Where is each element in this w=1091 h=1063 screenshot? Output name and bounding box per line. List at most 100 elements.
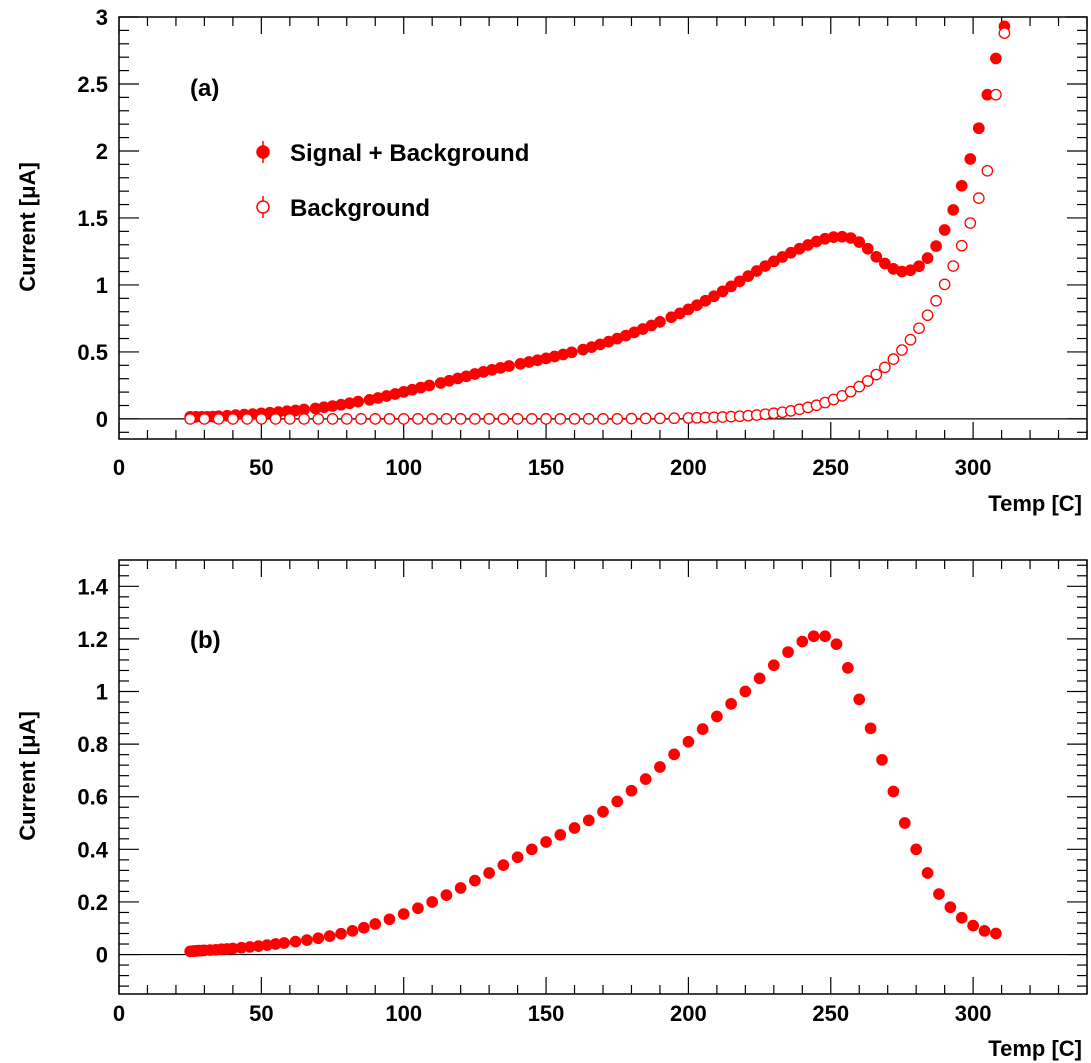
background-point bbox=[904, 333, 917, 346]
background-point bbox=[540, 413, 552, 425]
y-tick-label: 0.6 bbox=[77, 785, 108, 810]
background-point bbox=[568, 413, 581, 425]
x-tick-label: 50 bbox=[249, 1001, 273, 1026]
signal-point bbox=[639, 773, 652, 785]
signal-point bbox=[582, 814, 595, 827]
y-tick-label: 1.4 bbox=[77, 574, 108, 599]
background-point bbox=[870, 368, 883, 381]
signal-point bbox=[469, 874, 481, 887]
legend-a: Signal + Background Background bbox=[256, 140, 529, 222]
background-point bbox=[227, 413, 239, 425]
signal-point bbox=[841, 661, 854, 674]
background-point bbox=[412, 413, 424, 425]
signal-point bbox=[654, 316, 666, 328]
data-markers-a bbox=[184, 20, 1011, 425]
y-tick-label: 0.8 bbox=[77, 732, 108, 757]
signal-point bbox=[454, 882, 467, 894]
signal-point bbox=[990, 52, 1002, 65]
signal-point bbox=[301, 934, 313, 946]
background-point bbox=[312, 413, 325, 425]
background-point bbox=[625, 412, 638, 425]
background-point bbox=[844, 385, 857, 398]
y-axis-label-b: Current [μA] bbox=[15, 711, 40, 841]
background-point bbox=[397, 413, 410, 425]
y-tick-label: 2 bbox=[96, 139, 108, 164]
x-tick-label: 200 bbox=[670, 1001, 707, 1026]
x-tick-label: 250 bbox=[812, 455, 849, 480]
panel-label-a: (a) bbox=[190, 75, 219, 102]
background-point bbox=[454, 413, 467, 425]
signal-point bbox=[944, 901, 957, 914]
signal-point bbox=[972, 122, 985, 135]
signal-point bbox=[864, 722, 877, 735]
signal-point bbox=[733, 275, 746, 288]
axis-ticks-a bbox=[118, 16, 1088, 439]
background-point bbox=[326, 413, 339, 425]
y-tick-label: 0 bbox=[96, 943, 108, 968]
background-point bbox=[383, 413, 396, 425]
signal-point bbox=[830, 638, 843, 651]
signal-point bbox=[711, 710, 723, 723]
background-point bbox=[483, 413, 495, 425]
y-tick-label: 0.4 bbox=[77, 837, 108, 862]
y-tick-label: 1.5 bbox=[77, 206, 108, 231]
signal-point bbox=[964, 153, 977, 165]
signal-point bbox=[352, 395, 365, 408]
background-point bbox=[964, 217, 977, 229]
signal-point bbox=[739, 685, 752, 698]
background-point bbox=[255, 413, 268, 425]
background-point bbox=[582, 413, 595, 425]
background-point bbox=[972, 192, 985, 204]
legend-label-signal-background: Signal + Background bbox=[290, 140, 529, 167]
signal-point bbox=[716, 285, 729, 298]
background-point bbox=[426, 413, 439, 425]
x-tick-label: 150 bbox=[528, 455, 565, 480]
signal-point bbox=[938, 224, 951, 236]
signal-point bbox=[861, 242, 874, 255]
panel-a: 0 50 100 150 200 250 300 0 0.5 1 1.5 2 2.5 3 (a) Curr… bbox=[15, 5, 1088, 516]
x-tick-label: 300 bbox=[955, 455, 992, 480]
background-point bbox=[938, 278, 951, 291]
signal-point bbox=[597, 805, 609, 818]
panel-b: 0 50 100 150 200 250 300 0 0.2 0.4 0.6 0.8 1 1.2 1.4 (… bbox=[15, 559, 1088, 1061]
signal-point bbox=[554, 829, 567, 841]
signal-point bbox=[887, 785, 900, 798]
background-point bbox=[654, 412, 666, 425]
background-point bbox=[668, 412, 681, 425]
signal-point bbox=[611, 795, 624, 808]
legend-marker-open bbox=[256, 200, 270, 214]
legend-entry-background: Background bbox=[256, 195, 430, 222]
signal-point bbox=[819, 630, 831, 643]
legend-marker-filled bbox=[256, 145, 270, 159]
signal-point bbox=[753, 672, 766, 685]
data-markers-b bbox=[184, 630, 1002, 958]
signal-point bbox=[654, 761, 666, 773]
background-point bbox=[184, 413, 197, 425]
signal-point bbox=[565, 346, 578, 359]
background-point bbox=[896, 344, 908, 356]
background-point bbox=[639, 412, 652, 425]
signal-point bbox=[369, 918, 382, 930]
background-point bbox=[861, 375, 874, 387]
background-point bbox=[469, 413, 481, 425]
signal-point bbox=[879, 257, 891, 270]
signal-point bbox=[625, 784, 638, 797]
background-point bbox=[369, 413, 382, 425]
x-tick-label: 100 bbox=[385, 455, 422, 480]
signal-point bbox=[503, 360, 515, 372]
signal-point bbox=[483, 867, 495, 879]
tick-labels-b: 0 50 100 150 200 250 300 0 0.2 0.4 0.6 0.8 1 1.2 1.4 bbox=[77, 574, 991, 1026]
background-point bbox=[283, 413, 296, 425]
x-tick-label: 0 bbox=[113, 455, 125, 480]
signal-point bbox=[423, 379, 436, 392]
signal-point bbox=[383, 913, 396, 926]
signal-point bbox=[898, 817, 911, 829]
signal-point bbox=[346, 925, 359, 937]
x-axis-label-b: Temp [C] bbox=[988, 1036, 1082, 1061]
background-point bbox=[611, 413, 624, 425]
background-point bbox=[355, 413, 367, 425]
x-tick-label: 0 bbox=[113, 1001, 125, 1026]
background-point bbox=[947, 260, 960, 272]
x-axis-label-a: Temp [C] bbox=[988, 491, 1082, 516]
